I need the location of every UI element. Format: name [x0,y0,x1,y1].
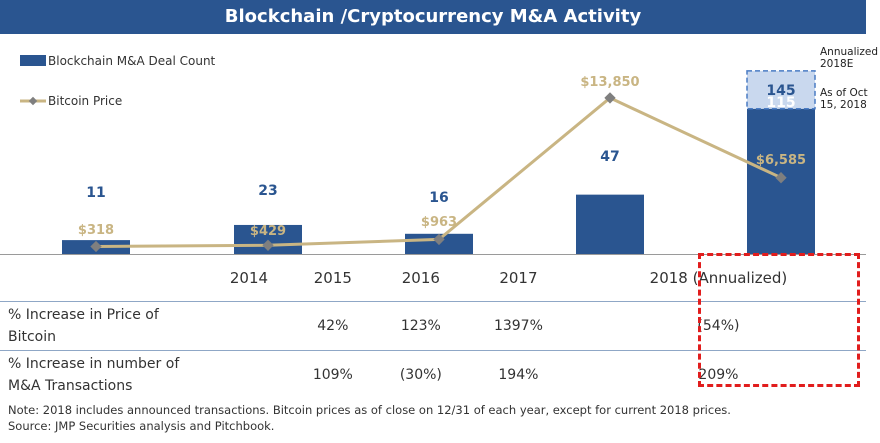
highlight-box-2018 [698,253,860,387]
year-row: 2014 2015 2016 2017 2018 (Annualized) [0,255,866,302]
annotation-annualized: Annualized 2018E [820,46,878,70]
price-label-2018: $6,585 [756,153,806,168]
source-line: Source: JMP Securities analysis and Pitc… [8,419,275,433]
annotation-as-of: As of Oct 15, 2018 [820,87,868,111]
note-line: Note: 2018 includes announced transactio… [8,403,731,417]
price-2015: 42% [289,301,376,351]
price-marker-2018 [775,172,787,184]
price-2016: 123% [375,301,466,351]
table-row-price: % Increase in Price of Bitcoin 42% 123% … [0,301,866,351]
ma-2016: (30%) [399,367,442,383]
price-label-2017: $13,850 [580,75,639,90]
ma-2017: 194% [498,367,539,383]
chart-title: Blockchain /Cryptocurrency M&A Activity [0,0,866,34]
year-row-label [0,255,208,302]
count-label-2017: 47 [600,149,619,165]
count-label-2015: 23 [258,183,277,199]
price-marker-2017 [604,92,616,104]
price-label-2014: $318 [78,223,114,238]
price-label-2016: $963 [421,215,457,230]
year-2015: 2015 [289,255,376,302]
legend-label-deal-count: Blockchain M&A Deal Count [48,54,216,68]
data-table: 2014 2015 2016 2017 2018 (Annualized) % … [0,255,866,399]
ma-2018: 209% [698,367,739,383]
footnote: Note: 2018 includes announced transactio… [8,402,731,434]
bar-extension-2018-annualized [746,70,816,110]
count-label-2018-annualized: 145 [766,83,795,99]
legend-swatch-marker [28,96,38,106]
row-label-price: % Increase in Price of Bitcoin [0,301,208,351]
price-label-2015: $429 [250,224,286,239]
count-label-2014: 11 [86,185,105,201]
count-label-2016: 16 [429,190,448,206]
year-2017: 2017 [465,255,571,302]
legend-swatch-deal-count [20,55,46,66]
price-2017: 1397% [465,301,571,351]
price-marker-2016 [433,233,445,246]
year-2018: 2018 (Annualized) [570,255,866,302]
x-axis-line [0,254,866,255]
ma-2014 [208,351,290,400]
price-2014 [208,301,290,351]
year-2016: 2016 [375,255,466,302]
legend-label-bitcoin-price: Bitcoin Price [48,94,122,108]
year-2014: 2014 [208,255,290,302]
bar-2017 [576,194,644,254]
count-label-2018: 115 [766,95,795,111]
ma-2015: 109% [312,367,353,383]
price-marker-2015 [262,239,274,251]
row-label-ma: % Increase in number of M&A Transactions [8,356,180,394]
price-2018: (54%) [570,301,866,351]
table-row-ma: % Increase in number of M&A Transactions… [0,351,866,400]
